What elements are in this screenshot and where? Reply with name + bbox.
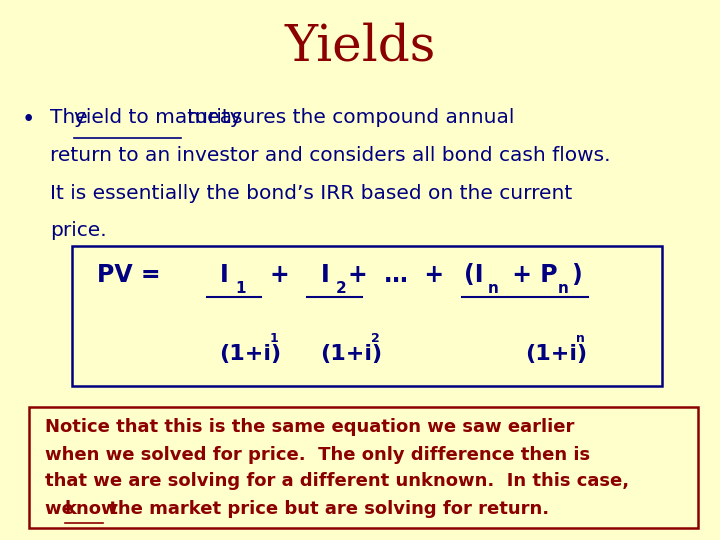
Text: know: know: [65, 500, 118, 517]
Text: +: +: [269, 264, 289, 287]
Text: The: The: [50, 108, 94, 127]
Text: (1+i): (1+i): [220, 343, 282, 364]
Text: ): ): [571, 264, 582, 287]
Text: Yields: Yields: [284, 22, 436, 71]
Text: price.: price.: [50, 221, 107, 240]
Text: + P: + P: [504, 264, 557, 287]
Text: (1+i): (1+i): [526, 343, 588, 364]
FancyBboxPatch shape: [29, 407, 698, 528]
Text: 1: 1: [235, 281, 246, 296]
Text: when we solved for price.  The only difference then is: when we solved for price. The only diffe…: [45, 446, 590, 463]
FancyBboxPatch shape: [72, 246, 662, 386]
Text: n: n: [576, 332, 585, 345]
Text: I: I: [220, 264, 228, 287]
Text: •: •: [22, 108, 35, 131]
Text: 2: 2: [336, 281, 347, 296]
Text: return to an investor and considers all bond cash flows.: return to an investor and considers all …: [50, 146, 611, 165]
Text: yield to maturity: yield to maturity: [74, 108, 242, 127]
Text: (1+i): (1+i): [320, 343, 382, 364]
Text: n: n: [558, 281, 569, 296]
Text: we: we: [45, 500, 80, 517]
Text: +  …  +: + … +: [348, 264, 444, 287]
Text: 2: 2: [371, 332, 379, 345]
Text: 1: 1: [270, 332, 279, 345]
Text: n: n: [488, 281, 499, 296]
Text: PV =: PV =: [97, 264, 161, 287]
Text: Notice that this is the same equation we saw earlier: Notice that this is the same equation we…: [45, 418, 574, 436]
Text: that we are solving for a different unknown.  In this case,: that we are solving for a different unkn…: [45, 472, 629, 490]
Text: It is essentially the bond’s IRR based on the current: It is essentially the bond’s IRR based o…: [50, 184, 572, 202]
Text: the market price but are solving for return.: the market price but are solving for ret…: [103, 500, 549, 517]
Text: (I: (I: [464, 264, 484, 287]
Text: measures the compound annual: measures the compound annual: [181, 108, 514, 127]
Text: I: I: [320, 264, 329, 287]
